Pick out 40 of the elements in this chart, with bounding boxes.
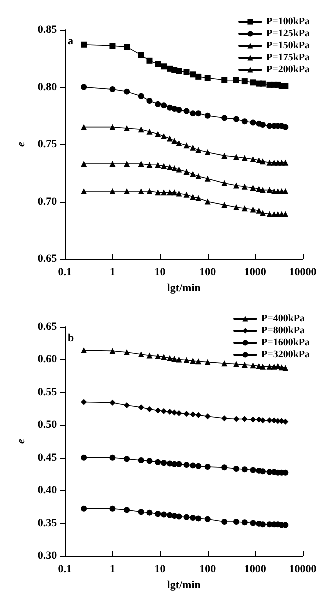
legend-label: P=125kPa [266,28,310,40]
legend-label: P=400kPa [262,314,306,324]
legend-label: P=1600kPa [262,338,310,348]
y-tick-label: 0.45 [38,452,58,464]
x-tick-label: 10000 [289,266,318,278]
x-tick-label: 1 [110,564,116,576]
x-tick-label: 1 [110,266,116,278]
y-tick-label: 0.55 [38,386,58,398]
x-tick-label: 0.1 [58,266,72,278]
x-tick-label: 1000 [244,266,267,278]
x-tick-label: 100 [200,266,217,278]
y-tick-label: 0.65 [38,253,58,265]
y-tick-label: 0.35 [38,517,58,530]
x-axis-title: lgt/min [167,282,201,294]
y-tick-label: 0.50 [38,419,58,432]
y-tick-label: 0.60 [38,354,58,366]
x-tick-label: 10000 [289,564,318,576]
y-tick-label: 0.75 [38,138,58,150]
legend-label: P=100kPa [266,16,310,28]
legend-label: P=800kPa [262,326,306,336]
y-tick-label: 0.80 [38,81,58,94]
x-tick-label: 10 [154,564,166,576]
legend-label: P=150kPa [266,40,310,52]
y-tick-label: 0.70 [38,196,58,208]
annotation: a [68,36,74,48]
x-tick-label: 0.1 [58,564,72,576]
y-axis-title: e [16,438,28,444]
y-tick-label: 0.30 [38,550,58,562]
y-axis-title: e [16,142,28,147]
y-tick-label: 0.85 [38,24,58,36]
legend-label: P=3200kPa [262,350,310,360]
y-tick-label: 0.40 [38,484,58,497]
legend-label: P=175kPa [266,52,310,64]
x-axis-title: lgt/min [167,580,201,592]
x-tick-label: 100 [200,564,217,576]
annotation: b [68,332,74,344]
legend-label: P=200kPa [266,64,310,76]
y-tick-label: 0.65 [38,321,58,333]
x-tick-label: 10 [154,266,166,278]
x-tick-label: 1000 [244,564,267,576]
